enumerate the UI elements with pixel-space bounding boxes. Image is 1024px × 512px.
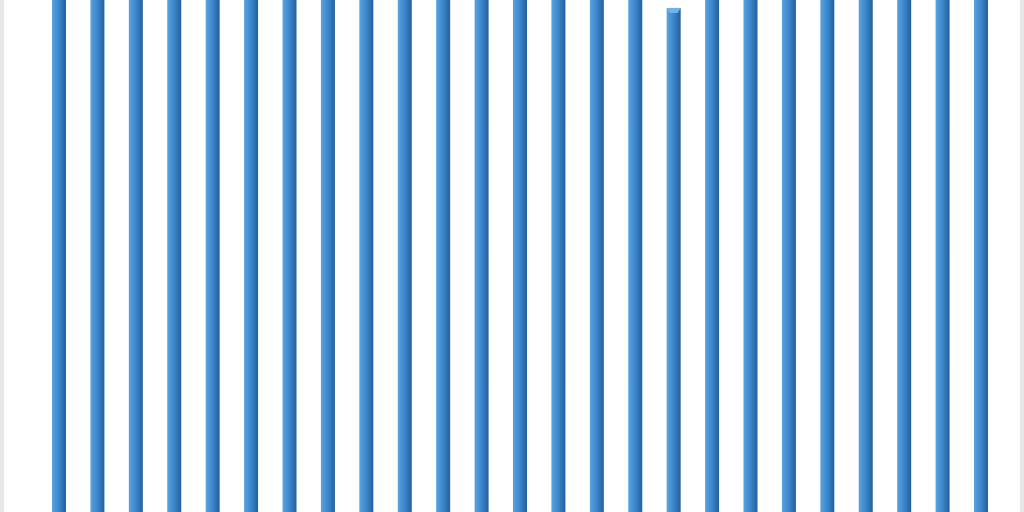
bar-7 [282, 0, 297, 512]
bar-17 [666, 7, 681, 512]
bar-2 [90, 0, 105, 512]
bar-body [705, 0, 720, 512]
bar-body [320, 0, 335, 512]
bar-body [743, 0, 758, 512]
bar-body [397, 0, 412, 512]
bar-body [128, 0, 143, 512]
bar-25 [974, 0, 988, 512]
bar-body [858, 0, 873, 512]
bar-3 [128, 0, 143, 512]
bar-12 [474, 0, 489, 512]
bar-11 [436, 0, 451, 512]
bars-group [52, 0, 988, 512]
bar-1 [52, 0, 66, 512]
bar-body [167, 0, 182, 512]
bar-20 [781, 0, 796, 512]
left-border [0, 0, 4, 512]
bar-body [436, 0, 451, 512]
bar-8 [320, 0, 335, 512]
value-labels-group: 56.458.658.958.457.362.062.857.158.859.4… [658, 0, 685, 1]
bar-body [52, 0, 66, 512]
bar-top-cap [666, 7, 681, 13]
bar-18 [705, 0, 720, 512]
bar-23 [897, 0, 912, 512]
bar-5 [205, 0, 220, 512]
bar-body [897, 0, 912, 512]
bar-4 [167, 0, 182, 512]
bar-body [589, 0, 604, 512]
bar-body [628, 0, 643, 512]
bar-body [935, 0, 950, 512]
bar-6 [244, 0, 259, 512]
bar-body [244, 0, 259, 512]
bar-body [974, 0, 988, 512]
bar-15 [589, 0, 604, 512]
bar-19 [743, 0, 758, 512]
bar-body [359, 0, 374, 512]
bar-body [666, 7, 681, 512]
bar-16 [628, 0, 643, 512]
bar-9 [359, 0, 374, 512]
bar-13 [513, 0, 527, 512]
bar-22 [858, 0, 873, 512]
bar-body [781, 0, 796, 512]
bar-14 [551, 0, 566, 512]
bar-body [205, 0, 220, 512]
bar-body [820, 0, 835, 512]
bar-body [474, 0, 489, 512]
bar-21 [820, 0, 835, 512]
bar-body [551, 0, 566, 512]
right-border [1020, 0, 1024, 512]
bar-10 [397, 0, 412, 512]
bar-body [513, 0, 527, 512]
data-label-17: 54.2 [658, 0, 685, 1]
bar-24 [935, 0, 950, 512]
bar-body [90, 0, 105, 512]
bar-body [282, 0, 297, 512]
